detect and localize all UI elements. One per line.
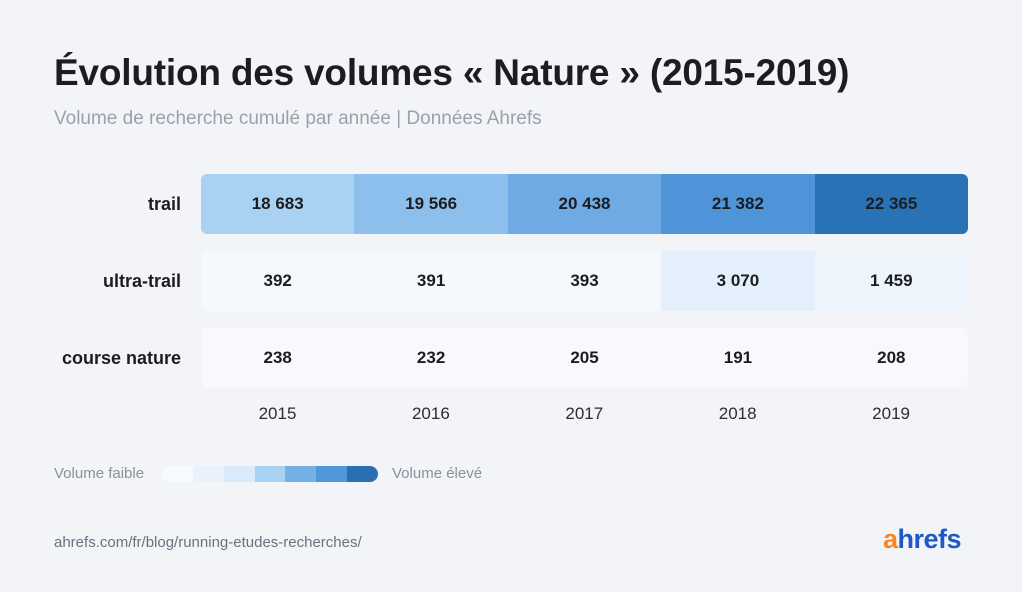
heatmap-cell: 205 [507, 328, 662, 388]
legend-swatch [162, 466, 193, 482]
x-tick-label: 2017 [565, 404, 604, 423]
x-tick-label: 2019 [872, 404, 910, 423]
legend-swatch [223, 466, 255, 482]
heatmap-cell: 392 [201, 251, 355, 311]
chart-subtitle: Volume de recherche cumulé par année | D… [54, 108, 542, 129]
heatmap-row: 392 391 393 3 070 1 459 [201, 251, 968, 311]
x-tick-label: 2015 [258, 404, 297, 423]
legend-swatch [285, 466, 317, 482]
row-label: course nature [61, 348, 181, 368]
source-url: ahrefs.com/fr/blog/running-etudes-recher… [54, 534, 362, 551]
chart-title: Évolution des volumes « Nature » (2015-2… [54, 52, 850, 93]
row-label: ultra-trail [102, 271, 181, 291]
heatmap-cell: 208 [814, 328, 968, 388]
legend-swatch [347, 466, 378, 482]
heatmap-cell: 393 [507, 251, 662, 311]
heatmap-cell: 3 070 [661, 251, 815, 311]
heatmap-cell: 238 [201, 328, 355, 388]
heatmap-cell: 232 [354, 328, 508, 388]
heatmap-cell: 22 365 [814, 174, 968, 234]
heatmap-cell: 191 [661, 328, 815, 388]
legend-high-label: Volume élevé [392, 465, 483, 482]
x-tick-label: 2016 [411, 404, 450, 423]
ahrefs-logo: ahrefs [883, 524, 962, 554]
heatmap-cell: 391 [354, 251, 508, 311]
legend-color-scale [162, 466, 378, 482]
heatmap-cell: 18 683 [201, 174, 355, 234]
heatmap-cell: 1 459 [814, 251, 968, 311]
heatmap-cell: 20 438 [507, 174, 662, 234]
heatmap-cell: 19 566 [354, 174, 508, 234]
legend-low-label: Volume faible [54, 465, 145, 482]
heatmap-row: 238 232 205 191 208 [201, 328, 968, 388]
legend-swatch [316, 466, 348, 482]
heatmap-cell: 21 382 [661, 174, 815, 234]
legend-swatch [192, 466, 224, 482]
row-label: trail [147, 194, 181, 214]
legend-swatch [254, 466, 286, 482]
heatmap-row: 18 683 19 566 20 438 21 382 22 365 [201, 174, 968, 234]
x-tick-label: 2018 [718, 404, 757, 423]
